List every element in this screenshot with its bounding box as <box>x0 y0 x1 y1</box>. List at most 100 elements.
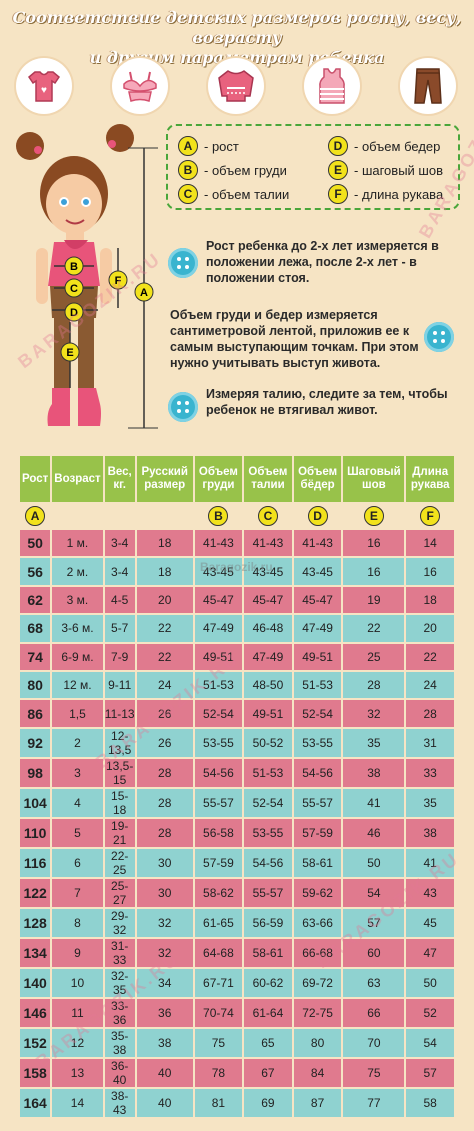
table-cell: 49-51 <box>194 643 243 670</box>
table-cell: 47-49 <box>293 615 342 642</box>
table-cell: 61-65 <box>194 908 243 937</box>
header-weight: Вес, кг. <box>104 456 135 502</box>
table-cell: 140 <box>20 968 51 997</box>
table-cell: 32 <box>136 908 193 937</box>
button-icon <box>168 248 198 278</box>
table-cell: 116 <box>20 848 51 877</box>
table-row: 110 5 19-21 28 56-58 53-55 57-59 46 38 <box>20 818 454 847</box>
table-cell: 47-49 <box>244 643 292 670</box>
note-chest-hips: Объем груди и бедер измеряется сантиметр… <box>170 308 419 370</box>
button-icon <box>424 322 454 352</box>
table-cell: 41 <box>406 848 454 877</box>
table-cell: 25 <box>343 643 405 670</box>
table-header-row: Рост Возраст Вес, кг. Русский размер Объ… <box>20 456 454 502</box>
table-cell: 50 <box>406 968 454 997</box>
table-cell: 31 <box>406 728 454 757</box>
table-cell: 47 <box>406 938 454 967</box>
legend-item-b: B - объем груди <box>178 160 287 180</box>
table-cell: 38 <box>406 818 454 847</box>
table-cell: 54-56 <box>293 758 342 787</box>
table-cell: 60 <box>343 938 405 967</box>
table-cell: 158 <box>20 1058 51 1087</box>
letter-e: E <box>328 160 348 180</box>
legend-label: - объем бедер <box>354 138 441 154</box>
table-cell: 134 <box>20 938 51 967</box>
table-cell: 18 <box>136 530 193 557</box>
letter-d: D <box>307 506 328 526</box>
table-cell: 152 <box>20 1028 51 1057</box>
table-cell: 34 <box>136 968 193 997</box>
table-cell: 53-55 <box>194 728 243 757</box>
table-cell: 28 <box>136 788 193 817</box>
table-cell: 38 <box>136 1028 193 1057</box>
table-cell: 56-58 <box>194 818 243 847</box>
table-row: 140 10 32-35 34 67-71 60-62 69-72 63 50 <box>20 968 454 997</box>
table-cell: 28 <box>136 758 193 787</box>
letter-a: A <box>178 136 198 156</box>
table-cell: 22 <box>406 643 454 670</box>
table-cell: 5 <box>52 818 103 847</box>
table-row: 86 1,5 11-13 26 52-54 49-51 52-54 32 28 <box>20 700 454 727</box>
letter-a: A <box>25 506 46 526</box>
table-cell: 63-66 <box>293 908 342 937</box>
svg-text:C: C <box>70 283 78 295</box>
table-cell: 65 <box>244 1028 292 1057</box>
table-cell: 14 <box>52 1088 103 1117</box>
table-cell: 51-53 <box>194 671 243 699</box>
table-cell: 16 <box>406 558 454 585</box>
table-cell: 53-55 <box>293 728 342 757</box>
table-cell: 45-47 <box>194 586 243 614</box>
table-cell: 104 <box>20 788 51 817</box>
title-line-2: и другим параметрам ребенка <box>89 48 385 67</box>
child-figure: A F B C D E <box>16 124 158 429</box>
svg-text:F: F <box>115 275 122 287</box>
table-cell: 45-47 <box>293 586 342 614</box>
table-cell: 66-68 <box>293 938 342 967</box>
letter-cell-b: B <box>195 504 242 528</box>
table-cell: 22 <box>136 615 193 642</box>
table-cell: 15-18 <box>104 788 135 817</box>
table-cell: 35 <box>343 728 405 757</box>
table-row: 128 8 29-32 32 61-65 56-59 63-66 57 45 <box>20 908 454 937</box>
table-cell: 57 <box>406 1058 454 1087</box>
table-cell: 46 <box>343 818 405 847</box>
table-cell: 22-25 <box>104 848 135 877</box>
table-row: 158 13 36-40 40 78 67 84 75 57 <box>20 1058 454 1087</box>
legend-item-d: D - объем бедер <box>328 136 440 156</box>
table-cell: 87 <box>293 1088 342 1117</box>
table-cell: 57-59 <box>194 848 243 877</box>
table-cell: 69-72 <box>293 968 342 997</box>
table-cell: 128 <box>20 908 51 937</box>
table-cell: 2 <box>52 728 103 757</box>
table-cell: 51-53 <box>293 671 342 699</box>
table-cell: 98 <box>20 758 51 787</box>
sweater-icon <box>208 58 264 114</box>
table-cell: 31-33 <box>104 938 135 967</box>
table-row: 98 3 13,5-15 28 54-56 51-53 54-56 38 33 <box>20 758 454 787</box>
table-cell: 43 <box>406 878 454 907</box>
letter-c: C <box>257 506 278 526</box>
table-cell: 38-43 <box>104 1088 135 1117</box>
letter-cell-c: C <box>244 504 292 528</box>
table-cell: 45-47 <box>244 586 292 614</box>
table-cell: 12 <box>52 1028 103 1057</box>
table-cell: 3-4 <box>104 558 135 585</box>
table-cell: 35-38 <box>104 1028 135 1057</box>
table-cell: 51-53 <box>244 758 292 787</box>
table-cell: 68 <box>20 615 51 642</box>
letter-f: F <box>328 184 348 204</box>
table-cell: 66 <box>343 998 405 1027</box>
table-cell: 11 <box>52 998 103 1027</box>
table-cell: 56 <box>20 558 51 585</box>
table-cell: 43-45 <box>194 558 243 585</box>
table-cell: 62 <box>20 586 51 614</box>
table-row: 122 7 25-27 30 58-62 55-57 59-62 54 43 <box>20 878 454 907</box>
table-cell: 16 <box>343 530 405 557</box>
legend-box: A - рост B - объем груди C - объем талии… <box>166 124 460 210</box>
svg-text:♥: ♥ <box>41 85 47 96</box>
letter-cell-empty <box>52 504 102 528</box>
legend-label: - длина рукава <box>354 186 444 202</box>
table-cell: 1 м. <box>52 530 103 557</box>
table-cell: 54-56 <box>194 758 243 787</box>
title-line-1: Соответствие детских размеров росту, вес… <box>12 8 462 47</box>
